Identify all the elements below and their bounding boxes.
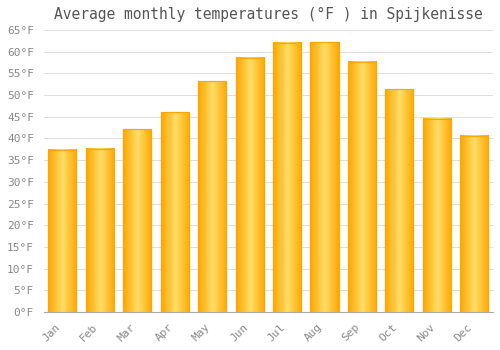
Bar [310,42,338,312]
Bar [310,42,338,312]
Bar [273,43,301,312]
Bar [423,119,451,312]
Bar [86,149,114,312]
Bar [423,119,451,312]
Bar [460,136,488,312]
Bar [48,150,76,312]
Bar [48,150,76,312]
Bar [348,62,376,312]
Bar [386,90,413,312]
Bar [386,90,413,312]
Bar [236,58,264,312]
Bar [198,81,226,312]
Bar [236,58,264,312]
Title: Average monthly temperatures (°F ) in Spijkenisse: Average monthly temperatures (°F ) in Sp… [54,7,482,22]
Bar [460,136,488,312]
Bar [198,81,226,312]
Bar [123,130,152,312]
Bar [348,62,376,312]
Bar [273,43,301,312]
Bar [86,149,114,312]
Bar [160,112,189,312]
Bar [160,112,189,312]
Bar [123,130,152,312]
